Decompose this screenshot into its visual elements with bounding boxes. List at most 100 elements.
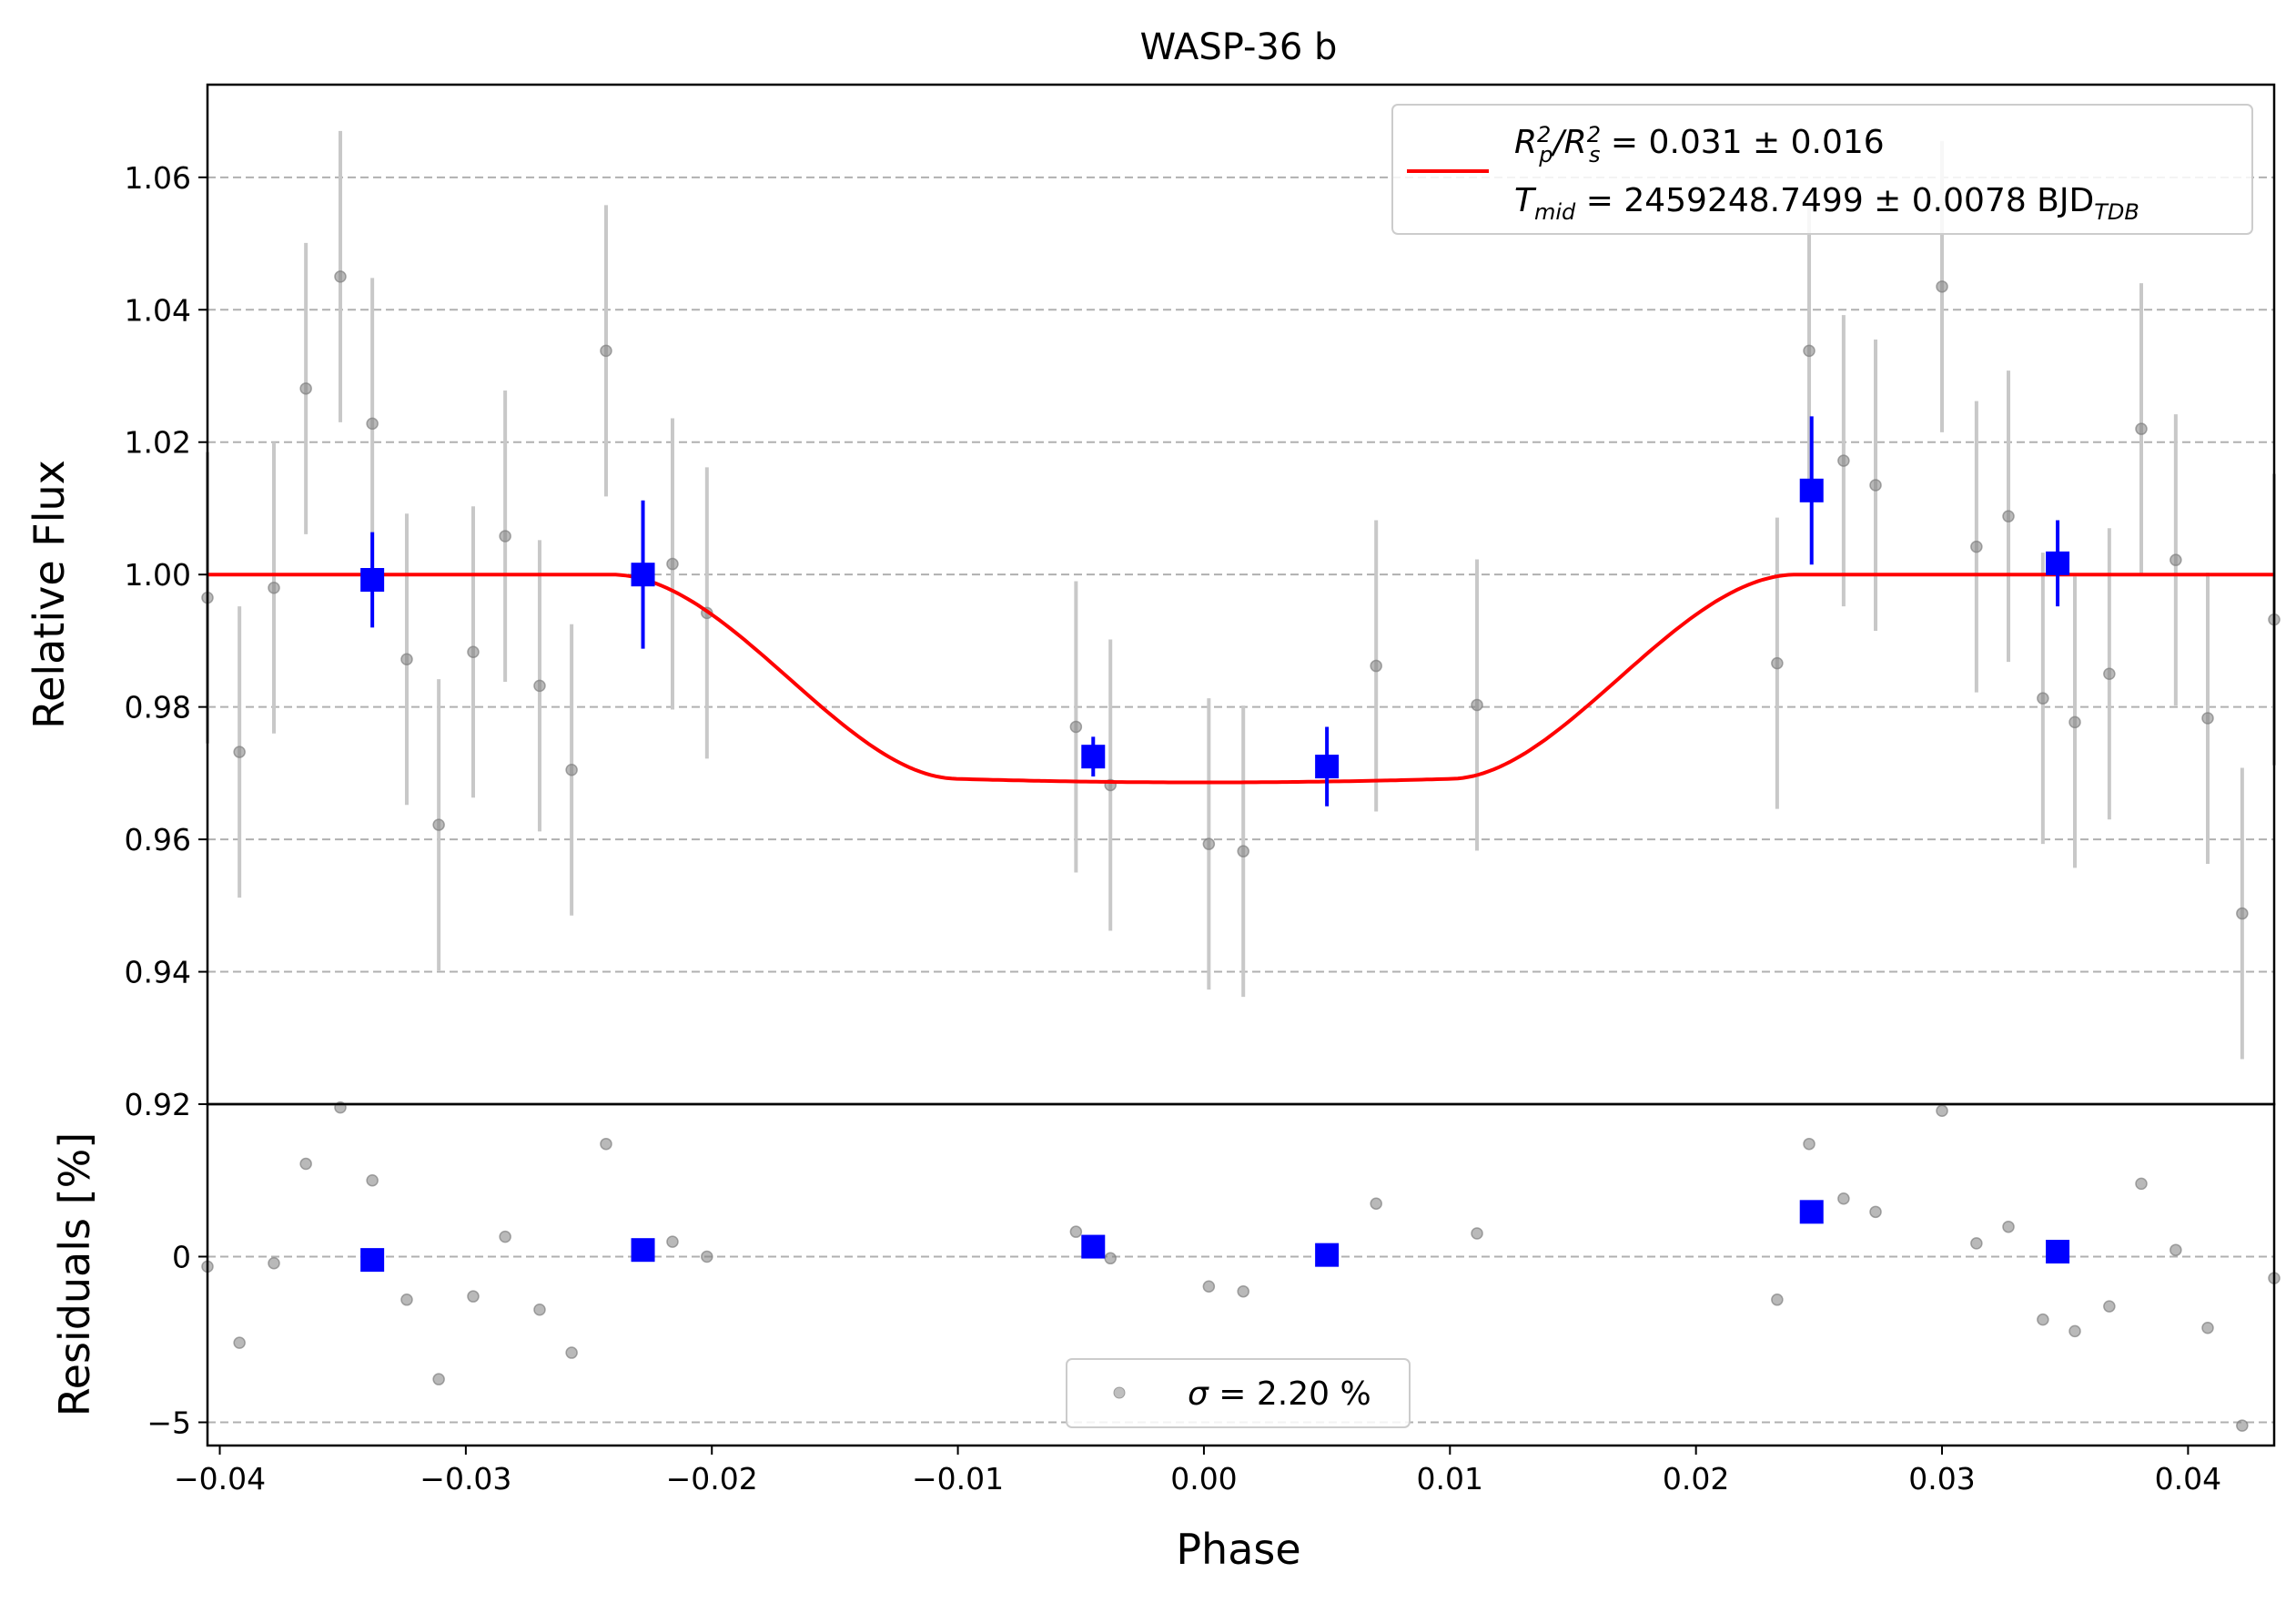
flux-data-point bbox=[1237, 845, 1249, 857]
flux-panel: 0.92 0.94 0.96 0.98 1.00 1.02 1.04 1.06 R2 p/R2 s… bbox=[125, 83, 2281, 1122]
residual-data-point bbox=[1771, 1294, 1784, 1306]
residual-data-point bbox=[233, 1336, 246, 1349]
residual-data-point bbox=[400, 1294, 413, 1306]
residual-data-point bbox=[2037, 1313, 2049, 1326]
flux-binned-point bbox=[360, 568, 385, 592]
transit-model-line bbox=[207, 573, 2274, 785]
residual-data-point bbox=[268, 1257, 280, 1270]
flux-y-tick-label: 1.04 bbox=[125, 292, 191, 328]
residual-data-point bbox=[432, 1373, 445, 1385]
residual-data-point bbox=[1370, 1197, 1382, 1210]
residual-binned-point bbox=[360, 1248, 385, 1273]
residuals-axes-frame bbox=[206, 1102, 2276, 1447]
flux-y-tick-label: 0.92 bbox=[125, 1087, 191, 1122]
residuals-y-tick-label: −5 bbox=[147, 1405, 191, 1441]
residual-data-point bbox=[366, 1173, 379, 1187]
residual-data-point bbox=[2135, 1177, 2148, 1191]
residual-binned-point bbox=[1315, 1243, 1340, 1267]
flux-data-point bbox=[1069, 720, 1083, 734]
flux-data-point bbox=[2002, 510, 2015, 522]
flux-data-point bbox=[666, 557, 679, 571]
residuals-y-tick-label: 0 bbox=[172, 1239, 191, 1274]
residuals-binned-points bbox=[360, 1200, 2070, 1273]
flux-data-point bbox=[1471, 698, 1483, 712]
residual-data-point bbox=[299, 1157, 312, 1171]
flux-data-point bbox=[2135, 422, 2148, 435]
legend-tmid-subscript: mid bbox=[1534, 199, 1576, 225]
flux-y-tick-label: 0.98 bbox=[125, 690, 191, 725]
flux-y-tick-label: 1.00 bbox=[125, 557, 191, 593]
residuals-panel: 0 −5 −0.04 −0.03 −0.02 −0.01 0.00 0.01 0.02 0.03… bbox=[147, 1101, 2281, 1496]
flux-binned-point bbox=[1315, 755, 1340, 779]
flux-data-point bbox=[1970, 540, 1983, 553]
residual-data-point bbox=[1069, 1225, 1083, 1238]
residual-data-point bbox=[2103, 1300, 2116, 1313]
chart-title: WASP-36 b bbox=[1140, 26, 1338, 68]
residual-data-point bbox=[1869, 1205, 1882, 1219]
flux-binned-point bbox=[2046, 551, 2070, 575]
flux-data-point bbox=[1370, 659, 1382, 673]
legend-tmid-symbol: T bbox=[1514, 182, 1537, 219]
flux-binned-point bbox=[1799, 478, 1824, 502]
residuals-legend-box bbox=[1066, 1358, 1411, 1428]
flux-y-tick-label: 1.06 bbox=[125, 160, 191, 196]
flux-y-tick-label: 1.02 bbox=[125, 425, 191, 461]
flux-y-tick-label: 0.94 bbox=[125, 955, 191, 990]
legend-rp-exponent: 2 bbox=[1537, 122, 1551, 147]
flux-data-point bbox=[233, 746, 246, 758]
residual-data-point bbox=[1202, 1280, 1216, 1293]
residual-data-point bbox=[2002, 1220, 2015, 1233]
legend-rs-symbol: /R bbox=[1551, 124, 1587, 161]
flux-data-point bbox=[1202, 837, 1216, 850]
flux-y-axis-label: Relative Flux bbox=[25, 460, 74, 729]
phase-x-tick-label: 0.03 bbox=[1908, 1461, 1975, 1496]
residual-binned-point bbox=[1799, 1200, 1824, 1224]
residuals-legend: σ = 2.20 % bbox=[1066, 1358, 1411, 1428]
flux-legend: R2 p/R2 s = 0.031 ± 0.016 Tmid = 2459248.7… bbox=[1391, 104, 2253, 235]
flux-data-point bbox=[1936, 280, 1948, 293]
legend-rp-rs-value: = 0.031 ± 0.016 bbox=[1600, 124, 1884, 161]
legend-rs-exponent: 2 bbox=[1587, 122, 1601, 147]
legend-tmid-unit-subscript: TDB bbox=[2094, 199, 2139, 225]
legend-residual-marker bbox=[1113, 1386, 1126, 1399]
flux-y-ticks: 0.92 0.94 0.96 0.98 1.00 1.02 1.04 1.06 bbox=[125, 160, 207, 1122]
flux-binned-points bbox=[360, 416, 2070, 807]
residual-data-point bbox=[1803, 1137, 1816, 1151]
residual-data-point bbox=[2201, 1322, 2214, 1334]
phase-x-tick-label: 0.02 bbox=[1663, 1461, 1729, 1496]
flux-data-point bbox=[2170, 553, 2182, 566]
flux-data-point bbox=[2037, 692, 2049, 705]
legend-rp-symbol: R bbox=[1514, 124, 1537, 161]
residual-data-point bbox=[1104, 1252, 1117, 1265]
flux-y-tick-label: 0.96 bbox=[125, 822, 191, 857]
residual-data-point bbox=[600, 1137, 612, 1151]
flux-data-point bbox=[334, 270, 347, 283]
residual-data-point bbox=[2068, 1324, 2081, 1338]
phase-x-tick-label: 0.04 bbox=[2155, 1461, 2221, 1496]
flux-binned-point bbox=[1081, 745, 1106, 769]
residual-data-point bbox=[1471, 1227, 1483, 1240]
phase-x-tick-label: −0.03 bbox=[420, 1461, 511, 1496]
flux-data-point bbox=[366, 417, 379, 431]
flux-data-point bbox=[432, 818, 445, 831]
flux-data-point bbox=[600, 344, 612, 358]
phase-x-ticks: −0.04 −0.03 −0.02 −0.01 0.00 0.01 0.02 0.03 0.04 bbox=[174, 1446, 2221, 1496]
flux-binned-point bbox=[631, 563, 655, 587]
legend-rp-rs-label: R2 p/R2 s = 0.031 ± 0.016 bbox=[1514, 122, 1885, 167]
flux-data-points bbox=[201, 270, 2281, 920]
residual-data-point bbox=[1936, 1104, 1948, 1118]
flux-data-point bbox=[2201, 712, 2214, 725]
phase-x-tick-label: −0.01 bbox=[912, 1461, 1004, 1496]
residuals-y-ticks: 0 −5 bbox=[147, 1239, 207, 1441]
flux-data-point bbox=[533, 679, 546, 693]
flux-data-point bbox=[268, 581, 280, 594]
legend-sigma-symbol: σ bbox=[1188, 1375, 1209, 1413]
residuals-y-axis-label: Residuals [%] bbox=[50, 1132, 99, 1416]
flux-data-point bbox=[1771, 656, 1784, 670]
residual-data-point bbox=[2170, 1243, 2182, 1256]
residuals-data-points bbox=[201, 1101, 2281, 1432]
residual-binned-point bbox=[1081, 1234, 1106, 1259]
legend-rp-subscript: p bbox=[1538, 142, 1553, 167]
